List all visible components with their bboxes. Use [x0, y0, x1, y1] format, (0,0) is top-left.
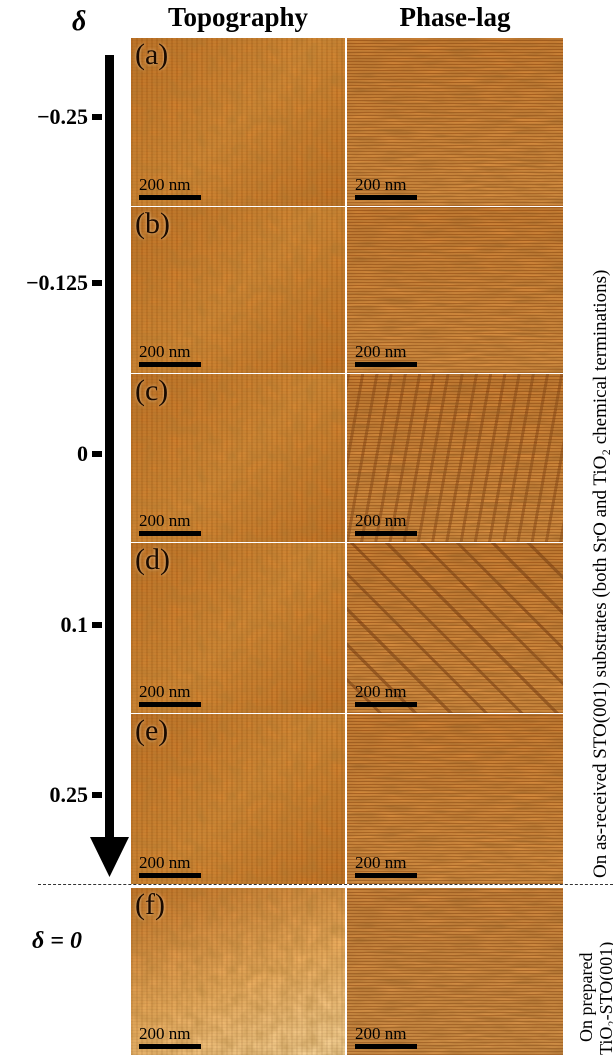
panel-label: (c)	[135, 374, 169, 407]
topography-image-d: (d) 200 nm	[131, 543, 345, 713]
panel-label: (f)	[135, 888, 165, 921]
scale-bar	[139, 362, 201, 367]
delta-tick-mark	[92, 622, 102, 628]
scale-bar	[355, 873, 417, 878]
scale-bar	[139, 195, 201, 200]
bottom-delta-label: δ = 0	[32, 928, 82, 954]
scale-bar-label: 200 nm	[139, 853, 191, 872]
phase-lag-image-d: 200 nm	[347, 543, 563, 713]
delta-tick-label: 0.25	[49, 782, 89, 807]
prepared-side-label-line1: On prepared	[576, 952, 596, 1042]
delta-tick-label: −0.125	[25, 270, 88, 295]
delta-tick-label: 0	[77, 441, 88, 466]
scale-bar-label: 200 nm	[355, 175, 407, 194]
topography-image-e: (e) 200 nm	[131, 714, 345, 884]
scale-bar-label: 200 nm	[355, 1024, 407, 1043]
delta-tick-label: −0.25	[36, 104, 88, 129]
topography-image-c: (c) 200 nm	[131, 374, 345, 542]
as-received-side-label: On as-received STO(001) substrates (both…	[590, 269, 611, 878]
panel-label: (a)	[135, 38, 169, 71]
phase-lag-image-a: 200 nm	[347, 38, 563, 206]
prepared-side-label-line2: TiO₂-STO(001)	[596, 941, 613, 1055]
phase-lag-header: Phase-lag	[399, 2, 511, 32]
panel-label: (b)	[135, 207, 170, 240]
scale-bar-label: 200 nm	[355, 682, 407, 701]
delta-tick-mark	[92, 280, 102, 286]
phase-lag-image-f: 200 nm	[347, 888, 563, 1055]
scale-bar-label: 200 nm	[355, 853, 407, 872]
scale-bar-label: 200 nm	[139, 682, 191, 701]
section-divider	[38, 884, 613, 885]
scale-bar-label: 200 nm	[355, 342, 407, 361]
topography-image-b: (b) 200 nm	[131, 207, 345, 373]
scale-bar-label: 200 nm	[139, 175, 191, 194]
scale-bar	[139, 873, 201, 878]
topography-image-a: (a) 200 nm	[131, 38, 345, 206]
scale-bar	[139, 702, 201, 707]
topography-header: Topography	[167, 2, 309, 32]
delta-tick-label: 0.1	[60, 612, 89, 637]
scale-bar	[355, 195, 417, 200]
scale-bar	[139, 531, 201, 536]
scale-bar	[139, 1044, 201, 1049]
phase-lag-image-b: 200 nm	[347, 207, 563, 373]
scale-bar	[355, 702, 417, 707]
delta-tick-mark	[92, 114, 102, 120]
panel-label: (e)	[135, 714, 169, 747]
scale-bar	[355, 531, 417, 536]
delta-arrow	[90, 55, 130, 877]
delta-tick-mark	[92, 451, 102, 457]
scale-bar-label: 200 nm	[139, 342, 191, 361]
panel-label: (d)	[135, 543, 170, 576]
scale-bar	[355, 362, 417, 367]
scale-bar-label: 200 nm	[139, 511, 191, 530]
phase-lag-image-c: 200 nm	[347, 374, 563, 542]
scale-bar	[355, 1044, 417, 1049]
phase-lag-image-e: 200 nm	[347, 714, 563, 884]
delta-tick-mark	[92, 792, 102, 798]
scale-bar-label: 200 nm	[139, 1024, 191, 1043]
scale-bar-label: 200 nm	[355, 511, 407, 530]
topography-image-f: (f) 200 nm	[131, 888, 345, 1055]
delta-axis-header: δ	[72, 6, 87, 37]
